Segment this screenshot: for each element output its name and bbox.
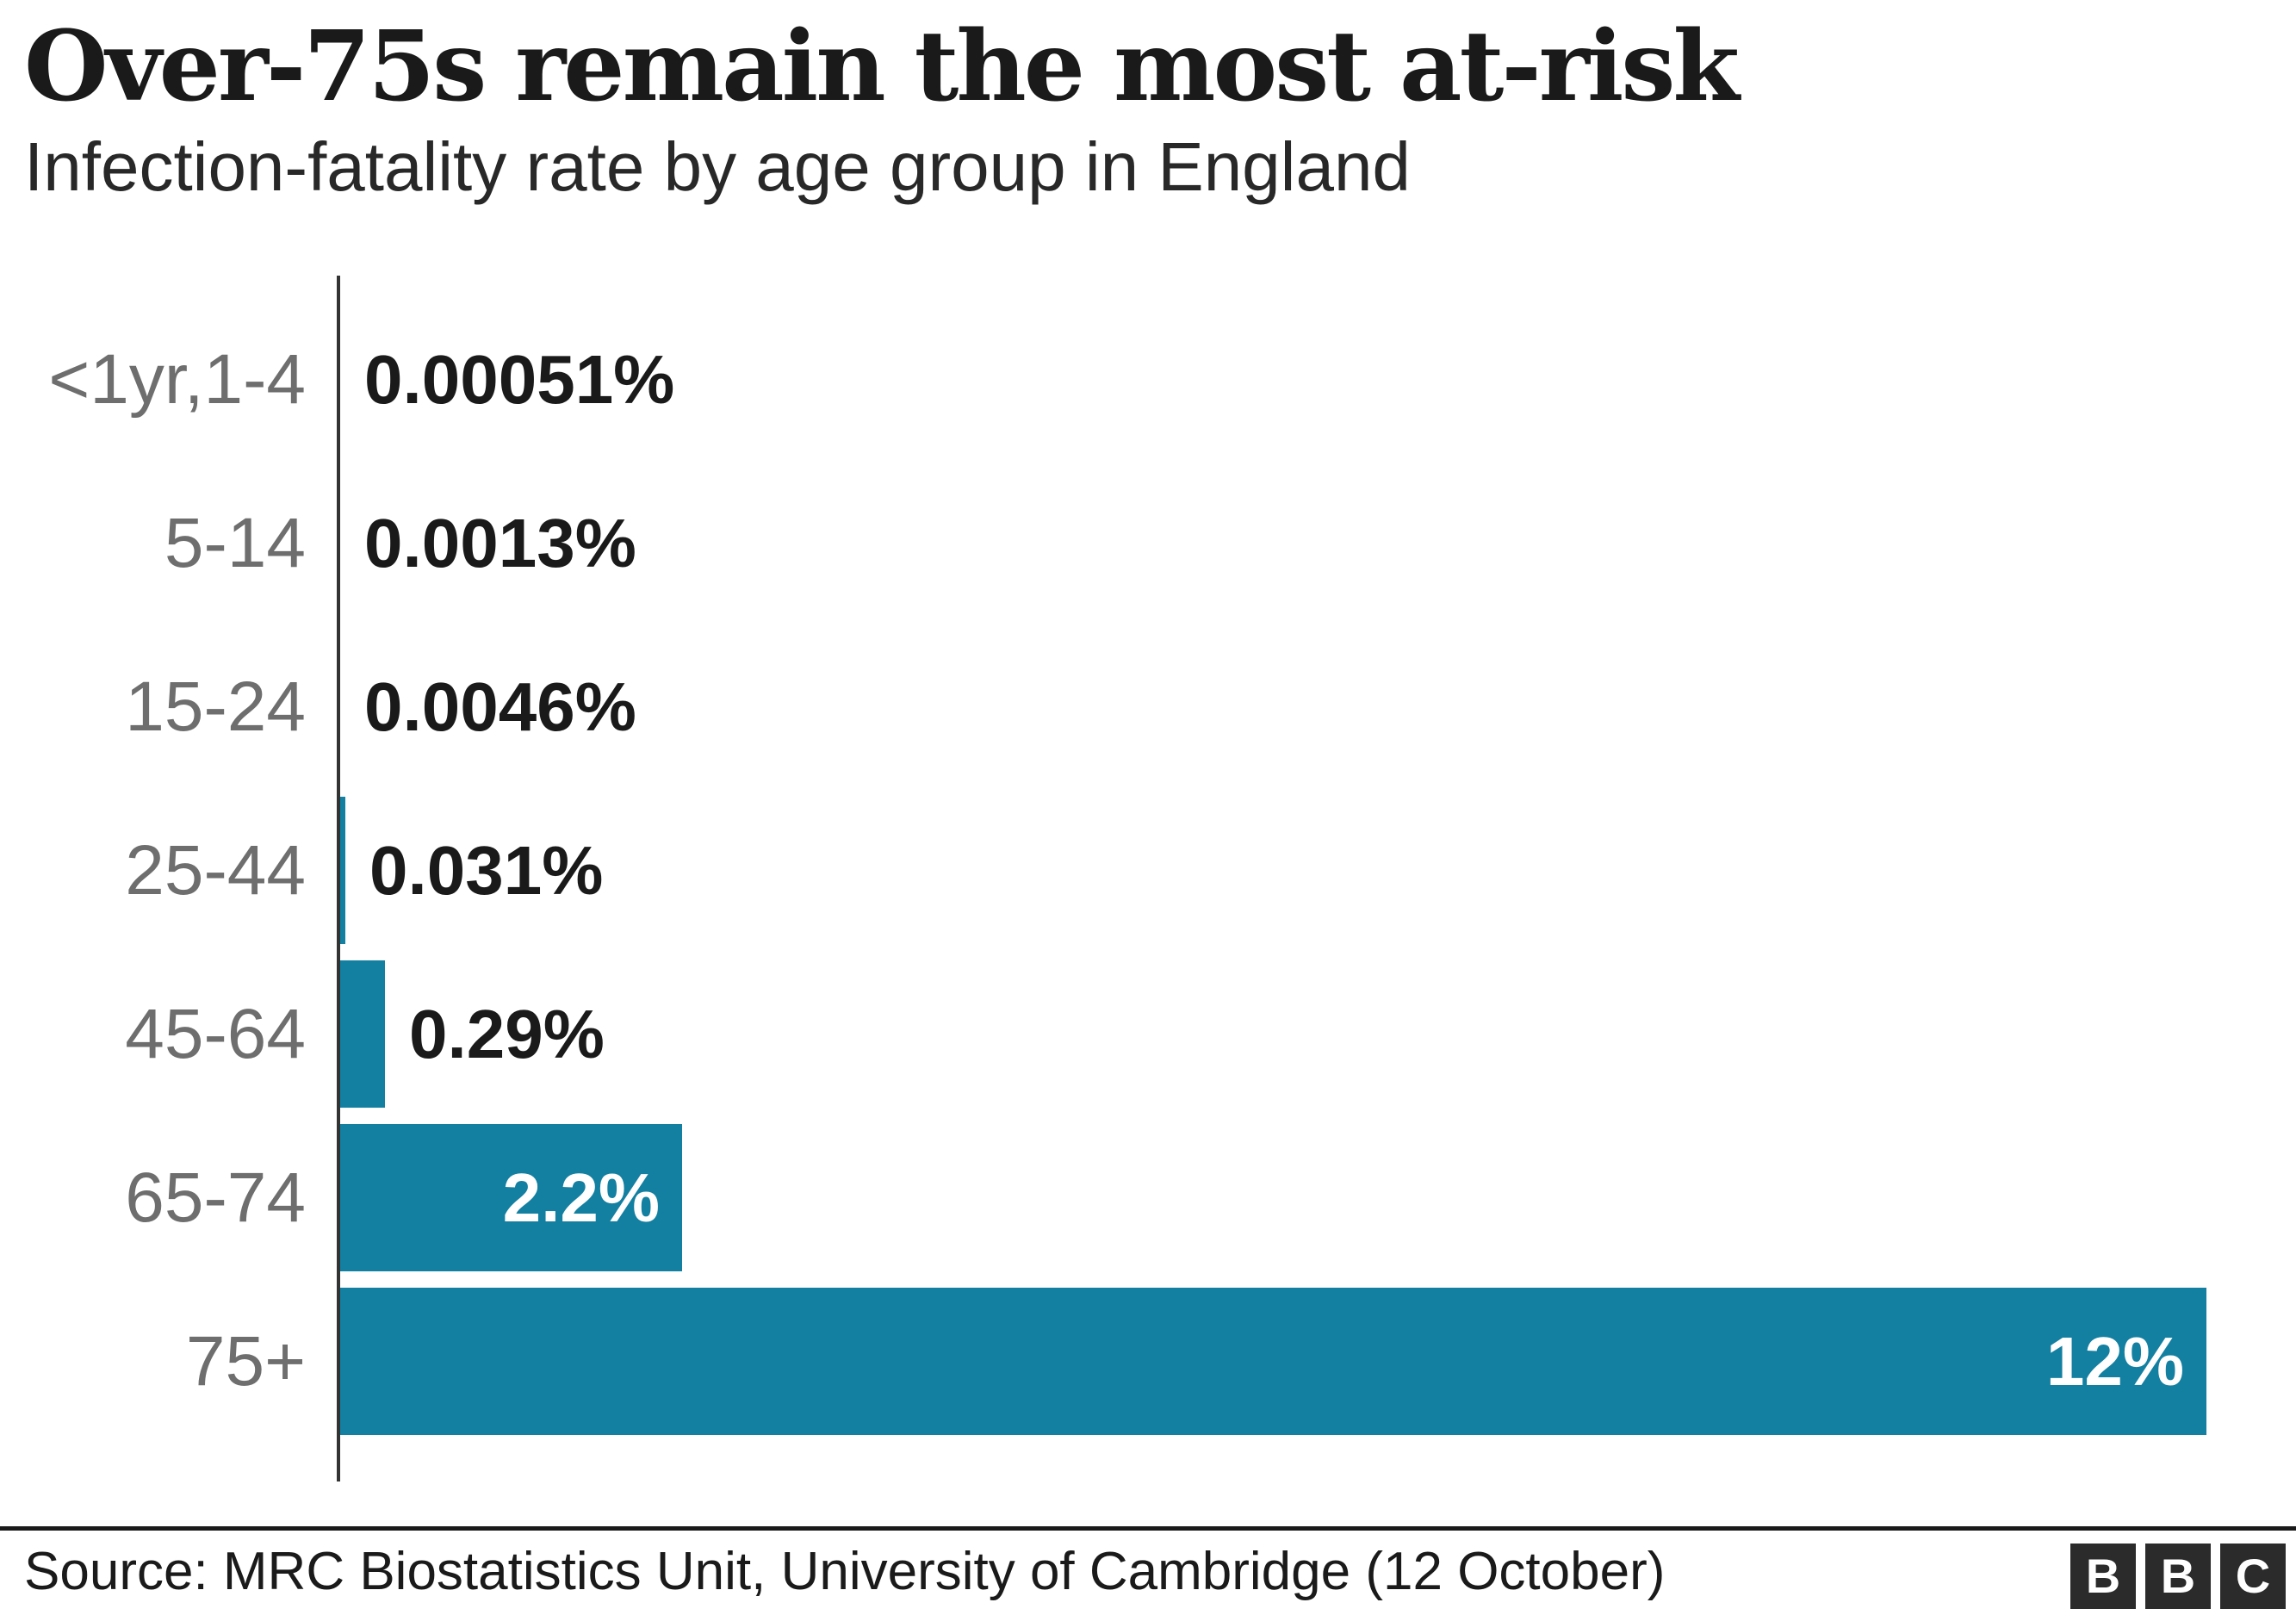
bar xyxy=(340,1288,2206,1435)
chart-subtitle: Infection-fatality rate by age group in … xyxy=(24,128,1411,205)
value-label: 12% xyxy=(2045,1323,2184,1400)
category-label: 65-74 xyxy=(125,1158,306,1237)
source-text: Source: MRC Biostatistics Unit, Universi… xyxy=(24,1542,1666,1601)
bar-row: 15-24 0.0046% xyxy=(0,633,2296,780)
category-label: 5-14 xyxy=(164,504,306,582)
bar-row: 25-44 0.031% xyxy=(0,797,2296,944)
bar-row: 5-14 0.0013% xyxy=(0,469,2296,617)
bar-chart: <1yr,1-4 0.00051% 5-14 0.0013% 15-24 0.0046% 2… xyxy=(0,276,2296,1481)
value-label: 0.0046% xyxy=(364,668,636,745)
category-label: 75+ xyxy=(185,1322,306,1401)
bar xyxy=(340,797,345,944)
category-label: <1yr,1-4 xyxy=(48,340,306,419)
footer-divider xyxy=(0,1526,2296,1531)
bar xyxy=(340,1124,682,1271)
bbc-logo-block: B xyxy=(2145,1544,2211,1609)
value-label: 0.00051% xyxy=(364,341,675,418)
bbc-logo-block: B xyxy=(2070,1544,2136,1609)
category-label: 15-24 xyxy=(125,668,306,746)
chart-title: Over-75s remain the most at-risk xyxy=(24,10,1740,123)
bar-row: 75+ 12% xyxy=(0,1288,2296,1435)
value-label: 0.0013% xyxy=(364,505,636,581)
bar-row: 65-74 2.2% xyxy=(0,1124,2296,1271)
bar-row: <1yr,1-4 0.00051% xyxy=(0,306,2296,453)
bar-row: 45-64 0.29% xyxy=(0,960,2296,1108)
bbc-logo-block: C xyxy=(2220,1544,2286,1609)
bar xyxy=(340,960,385,1108)
value-label: 2.2% xyxy=(502,1159,660,1236)
value-label: 0.031% xyxy=(369,832,604,909)
category-label: 25-44 xyxy=(125,831,306,910)
category-label: 45-64 xyxy=(125,995,306,1073)
value-label: 0.29% xyxy=(409,996,605,1072)
y-axis-line xyxy=(337,276,340,1481)
